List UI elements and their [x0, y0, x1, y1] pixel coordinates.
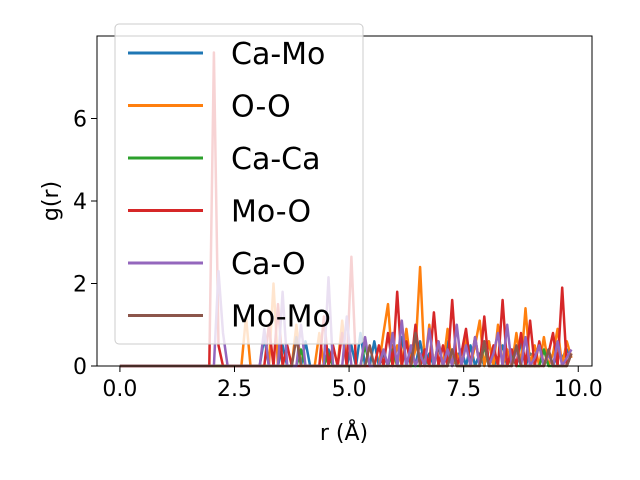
x-tick-label: 2.5 [217, 377, 252, 402]
y-tick-label: 2 [73, 273, 87, 298]
x-axis-ticks: 0.0 2.5 5.0 7.5 10.0 [102, 366, 603, 402]
legend-frame [114, 23, 364, 345]
legend-label-ca-mo: Ca-Mo [231, 37, 325, 72]
series-layer [119, 51, 573, 368]
legend-label-ca-o: Ca-O [231, 247, 306, 282]
legend-label-mo-o: Mo-O [231, 195, 311, 230]
legend-label-o-o: O-O [231, 90, 291, 125]
y-axis-ticks: 0 2 4 6 [73, 108, 97, 380]
series-line-mo-o [119, 51, 573, 368]
legend-label-ca-ca: Ca-Ca [231, 142, 321, 177]
y-tick-label: 0 [73, 355, 87, 380]
y-axis-label: g(r) [39, 181, 64, 221]
x-tick-label: 0.0 [102, 377, 137, 402]
x-axis-label: r (Å) [320, 419, 368, 446]
y-tick-label: 6 [73, 108, 87, 133]
legend-items: Ca-Mo O-O Ca-Ca Mo-O Ca-O Mo-Mo [128, 37, 331, 335]
x-tick-label: 10.0 [554, 377, 603, 402]
x-tick-label: 5.0 [332, 377, 367, 402]
legend: Ca-Mo O-O Ca-Ca Mo-O Ca-O Mo-Mo [114, 23, 364, 345]
plot-area [96, 35, 593, 368]
x-tick-label: 7.5 [446, 377, 481, 402]
y-tick-label: 4 [73, 190, 87, 215]
legend-label-mo-mo: Mo-Mo [231, 300, 331, 335]
